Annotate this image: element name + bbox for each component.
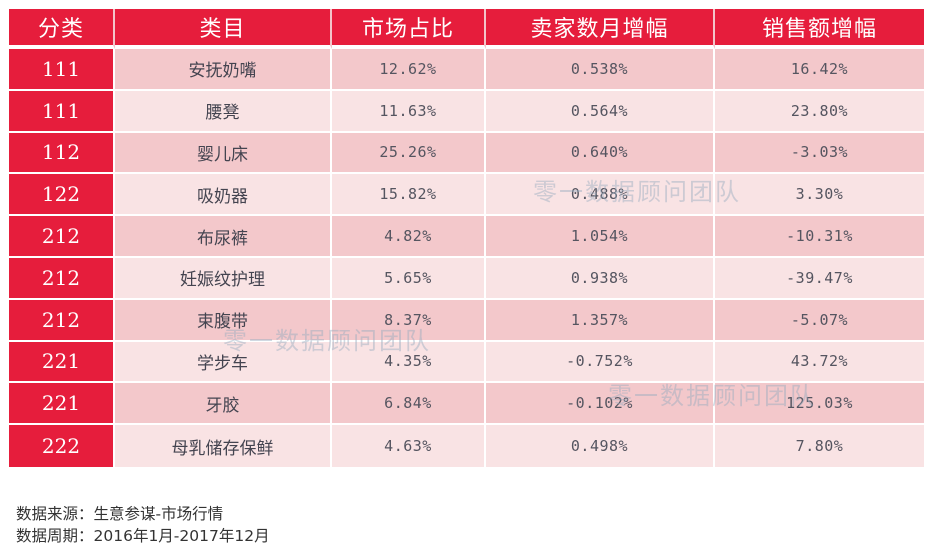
cell-seller-growth: 1.054% xyxy=(486,216,715,258)
cell-name: 束腹带 xyxy=(115,299,332,342)
cell-market-share: 15.82% xyxy=(332,174,486,217)
table-row: 221 学步车 4.35% -0.752% 43.72% xyxy=(9,341,924,384)
cell-seller-growth: -0.752% xyxy=(486,341,715,384)
table-row: 221 牙胶 6.84% -0.102% 125.03% xyxy=(9,383,924,426)
cell-sales-growth: 125.03% xyxy=(715,383,924,426)
cell-code: 112 xyxy=(9,132,115,175)
cell-code: 222 xyxy=(9,425,115,467)
cell-sales-growth: -39.47% xyxy=(715,257,924,300)
cell-name: 妊娠纹护理 xyxy=(115,257,332,300)
cell-code: 212 xyxy=(9,299,115,342)
header-category-code: 分类 xyxy=(9,9,115,49)
cell-seller-growth: -0.102% xyxy=(486,383,715,426)
header-sales-growth: 销售额增幅 xyxy=(715,9,924,49)
cell-sales-growth: -10.31% xyxy=(715,216,924,258)
table-row: 111 腰凳 11.63% 0.564% 23.80% xyxy=(9,90,924,133)
data-table-container: 分类 类目 市场占比 卖家数月增幅 销售额增幅 111 安抚奶嘴 12.62% … xyxy=(9,9,924,467)
cell-market-share: 25.26% xyxy=(332,132,486,175)
cell-seller-growth: 0.538% xyxy=(486,49,715,91)
cell-sales-growth: 3.30% xyxy=(715,174,924,217)
data-source-note: 数据来源：生意参谋-市场行情 xyxy=(16,505,224,523)
header-seller-growth: 卖家数月增幅 xyxy=(486,9,715,49)
cell-code: 212 xyxy=(9,257,115,300)
cell-name: 牙胶 xyxy=(115,383,332,426)
cell-code: 212 xyxy=(9,216,115,258)
cell-market-share: 4.82% xyxy=(332,216,486,258)
table-row: 222 母乳储存保鲜 4.63% 0.498% 7.80% xyxy=(9,425,924,467)
table-row: 122 吸奶器 15.82% 0.488% 3.30% xyxy=(9,174,924,217)
data-period-note: 数据周期：2016年1月-2017年12月 xyxy=(16,527,270,545)
header-market-share: 市场占比 xyxy=(332,9,486,49)
header-category-name: 类目 xyxy=(115,9,332,49)
cell-name: 安抚奶嘴 xyxy=(115,49,332,91)
cell-name: 吸奶器 xyxy=(115,174,332,217)
table-row: 212 妊娠纹护理 5.65% 0.938% -39.47% xyxy=(9,257,924,300)
cell-code: 122 xyxy=(9,174,115,217)
cell-code: 221 xyxy=(9,383,115,426)
cell-market-share: 11.63% xyxy=(332,90,486,133)
category-growth-table: 分类 类目 市场占比 卖家数月增幅 销售额增幅 111 安抚奶嘴 12.62% … xyxy=(9,9,924,467)
table-row: 212 布尿裤 4.82% 1.054% -10.31% xyxy=(9,216,924,258)
cell-seller-growth: 0.498% xyxy=(486,425,715,467)
cell-sales-growth: 16.42% xyxy=(715,49,924,91)
cell-seller-growth: 0.938% xyxy=(486,257,715,300)
cell-seller-growth: 0.564% xyxy=(486,90,715,133)
cell-sales-growth: 43.72% xyxy=(715,341,924,384)
cell-code: 221 xyxy=(9,341,115,384)
table-row: 212 束腹带 8.37% 1.357% -5.07% xyxy=(9,299,924,342)
cell-sales-growth: -5.07% xyxy=(715,299,924,342)
cell-market-share: 4.35% xyxy=(332,341,486,384)
cell-market-share: 4.63% xyxy=(332,425,486,467)
cell-name: 布尿裤 xyxy=(115,216,332,258)
cell-market-share: 8.37% xyxy=(332,299,486,342)
cell-sales-growth: 7.80% xyxy=(715,425,924,467)
cell-seller-growth: 0.640% xyxy=(486,132,715,175)
table-row: 111 安抚奶嘴 12.62% 0.538% 16.42% xyxy=(9,49,924,91)
cell-market-share: 6.84% xyxy=(332,383,486,426)
cell-market-share: 12.62% xyxy=(332,49,486,91)
cell-name: 婴儿床 xyxy=(115,132,332,175)
cell-sales-growth: -3.03% xyxy=(715,132,924,175)
table-row: 112 婴儿床 25.26% 0.640% -3.03% xyxy=(9,132,924,175)
footer-notes: 数据来源：生意参谋-市场行情 数据周期：2016年1月-2017年12月 xyxy=(16,503,270,547)
cell-name: 腰凳 xyxy=(115,90,332,133)
table-header-row: 分类 类目 市场占比 卖家数月增幅 销售额增幅 xyxy=(9,9,924,49)
cell-code: 111 xyxy=(9,90,115,133)
cell-name: 学步车 xyxy=(115,341,332,384)
cell-sales-growth: 23.80% xyxy=(715,90,924,133)
cell-market-share: 5.65% xyxy=(332,257,486,300)
cell-seller-growth: 1.357% xyxy=(486,299,715,342)
cell-code: 111 xyxy=(9,49,115,91)
cell-name: 母乳储存保鲜 xyxy=(115,425,332,467)
cell-seller-growth: 0.488% xyxy=(486,174,715,217)
